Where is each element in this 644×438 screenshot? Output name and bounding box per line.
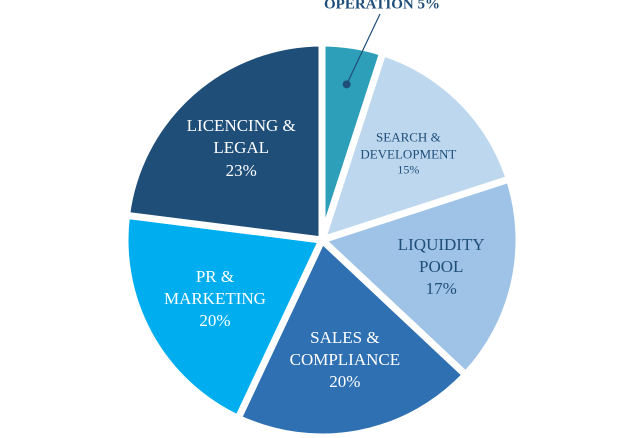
pie-slice — [123, 39, 326, 244]
pie-slice — [121, 211, 326, 422]
slice-label: SALES & COMPLIANCE 20% — [280, 327, 410, 393]
slice-label: LIQUIDITY POOL 17% — [386, 234, 496, 300]
category-label: SEARCH & DEVELOPMENT — [360, 128, 457, 161]
slice-label: PR & MARKETING 20% — [150, 266, 280, 332]
value-label: 5% — [417, 0, 440, 13]
slice-label: SEARCH & DEVELOPMENT 15% — [348, 129, 468, 178]
value-label: 15% — [397, 162, 420, 177]
value-label: 17% — [425, 278, 457, 298]
value-label: 23% — [225, 160, 257, 180]
category-label: PR & MARKETING — [163, 266, 266, 308]
value-label: 20% — [329, 372, 361, 392]
category-label: SALES & COMPLIANCE — [289, 327, 401, 369]
slice-label: OPERATION 5% — [302, 0, 462, 15]
category-label: OPERATION — [324, 0, 414, 13]
pie-slice — [318, 175, 523, 379]
leader-line — [346, 13, 381, 85]
value-label: 20% — [199, 310, 231, 330]
slice-label: LICENCING & LEGAL 23% — [176, 115, 306, 181]
category-label: LIQUIDITY POOL — [397, 234, 485, 276]
pie-slice — [234, 236, 470, 438]
category-label: LICENCING & LEGAL — [186, 116, 296, 158]
